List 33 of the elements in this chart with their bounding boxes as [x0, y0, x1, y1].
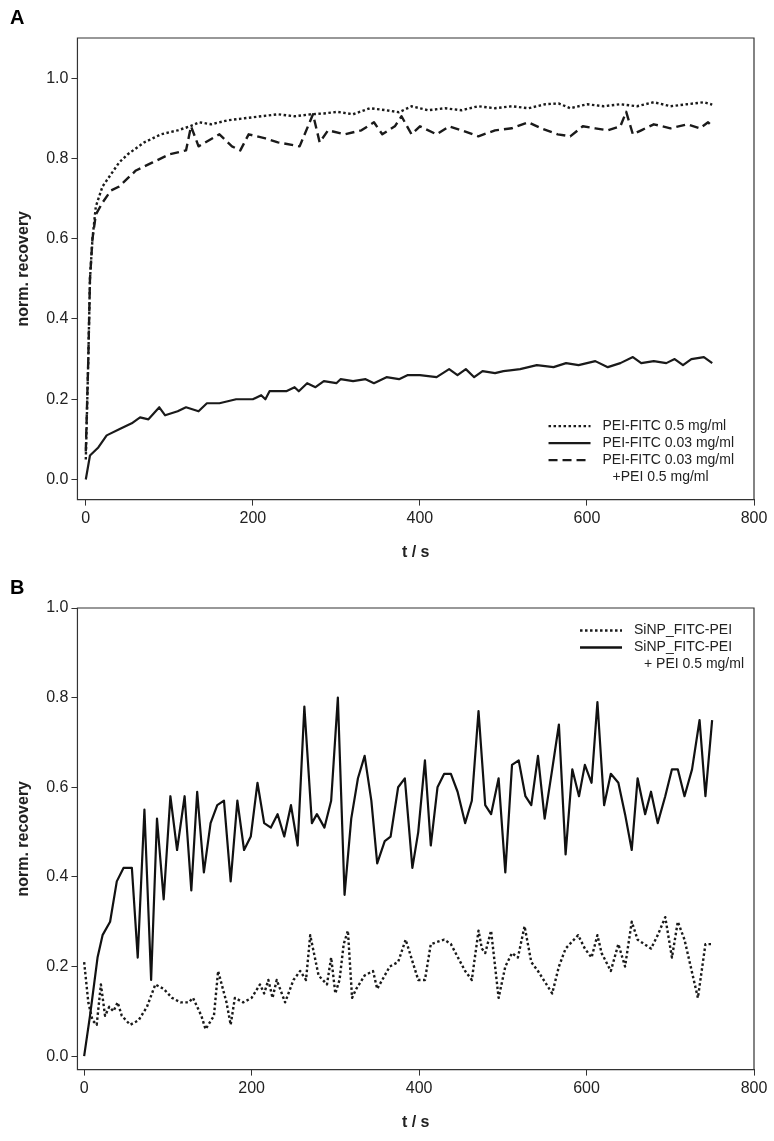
y-tick-label: 0.8: [46, 148, 69, 166]
y-tick-label: 0.2: [46, 956, 69, 974]
x-tick-label: 0: [79, 1078, 89, 1096]
y-axis-title: norm. recovery: [14, 780, 32, 897]
y-tick-label: 0.6: [46, 777, 69, 795]
x-tick-label: 800: [740, 508, 768, 526]
legend-label: SiNP_FITC-PEI: [634, 621, 733, 638]
y-axis-title: norm. recovery: [14, 210, 32, 327]
legend-label: PEI-FITC 0.5 mg/ml: [602, 416, 727, 433]
x-tick-label: 600: [573, 1078, 600, 1096]
y-tick-label: 0.4: [46, 867, 69, 885]
x-tick-label: 0: [81, 508, 91, 526]
y-tick-label: 0.6: [46, 229, 69, 247]
x-axis-title: t / s: [401, 1112, 430, 1130]
y-tick-label: 0.8: [46, 688, 69, 706]
legend-label: SiNP_FITC-PEI + PEI 0.5 mg/ml: [634, 638, 744, 672]
y-tick-label: 0.4: [46, 309, 69, 327]
x-tick-label: 400: [405, 1078, 433, 1096]
x-tick-label: 800: [740, 1078, 768, 1096]
y-tick-label: 0.0: [46, 1046, 69, 1064]
chart-title: B: [10, 575, 25, 598]
y-tick-label: 0.2: [46, 389, 69, 407]
legend-label: PEI-FITC 0.03 mg/ml: [602, 433, 734, 450]
x-tick-label: 600: [573, 508, 601, 526]
x-tick-label: 200: [238, 1078, 266, 1096]
legend-label: PEI-FITC 0.03 mg/ml +PEI 0.5 mg/ml: [602, 450, 734, 484]
x-tick-label: 200: [239, 508, 267, 526]
y-tick-label: 1.0: [46, 68, 69, 86]
x-axis-title: t / s: [401, 542, 430, 560]
chart-title: A: [10, 5, 25, 28]
y-tick-label: 0.0: [46, 469, 69, 487]
x-tick-label: 400: [406, 508, 434, 526]
y-tick-label: 1.0: [46, 598, 69, 616]
